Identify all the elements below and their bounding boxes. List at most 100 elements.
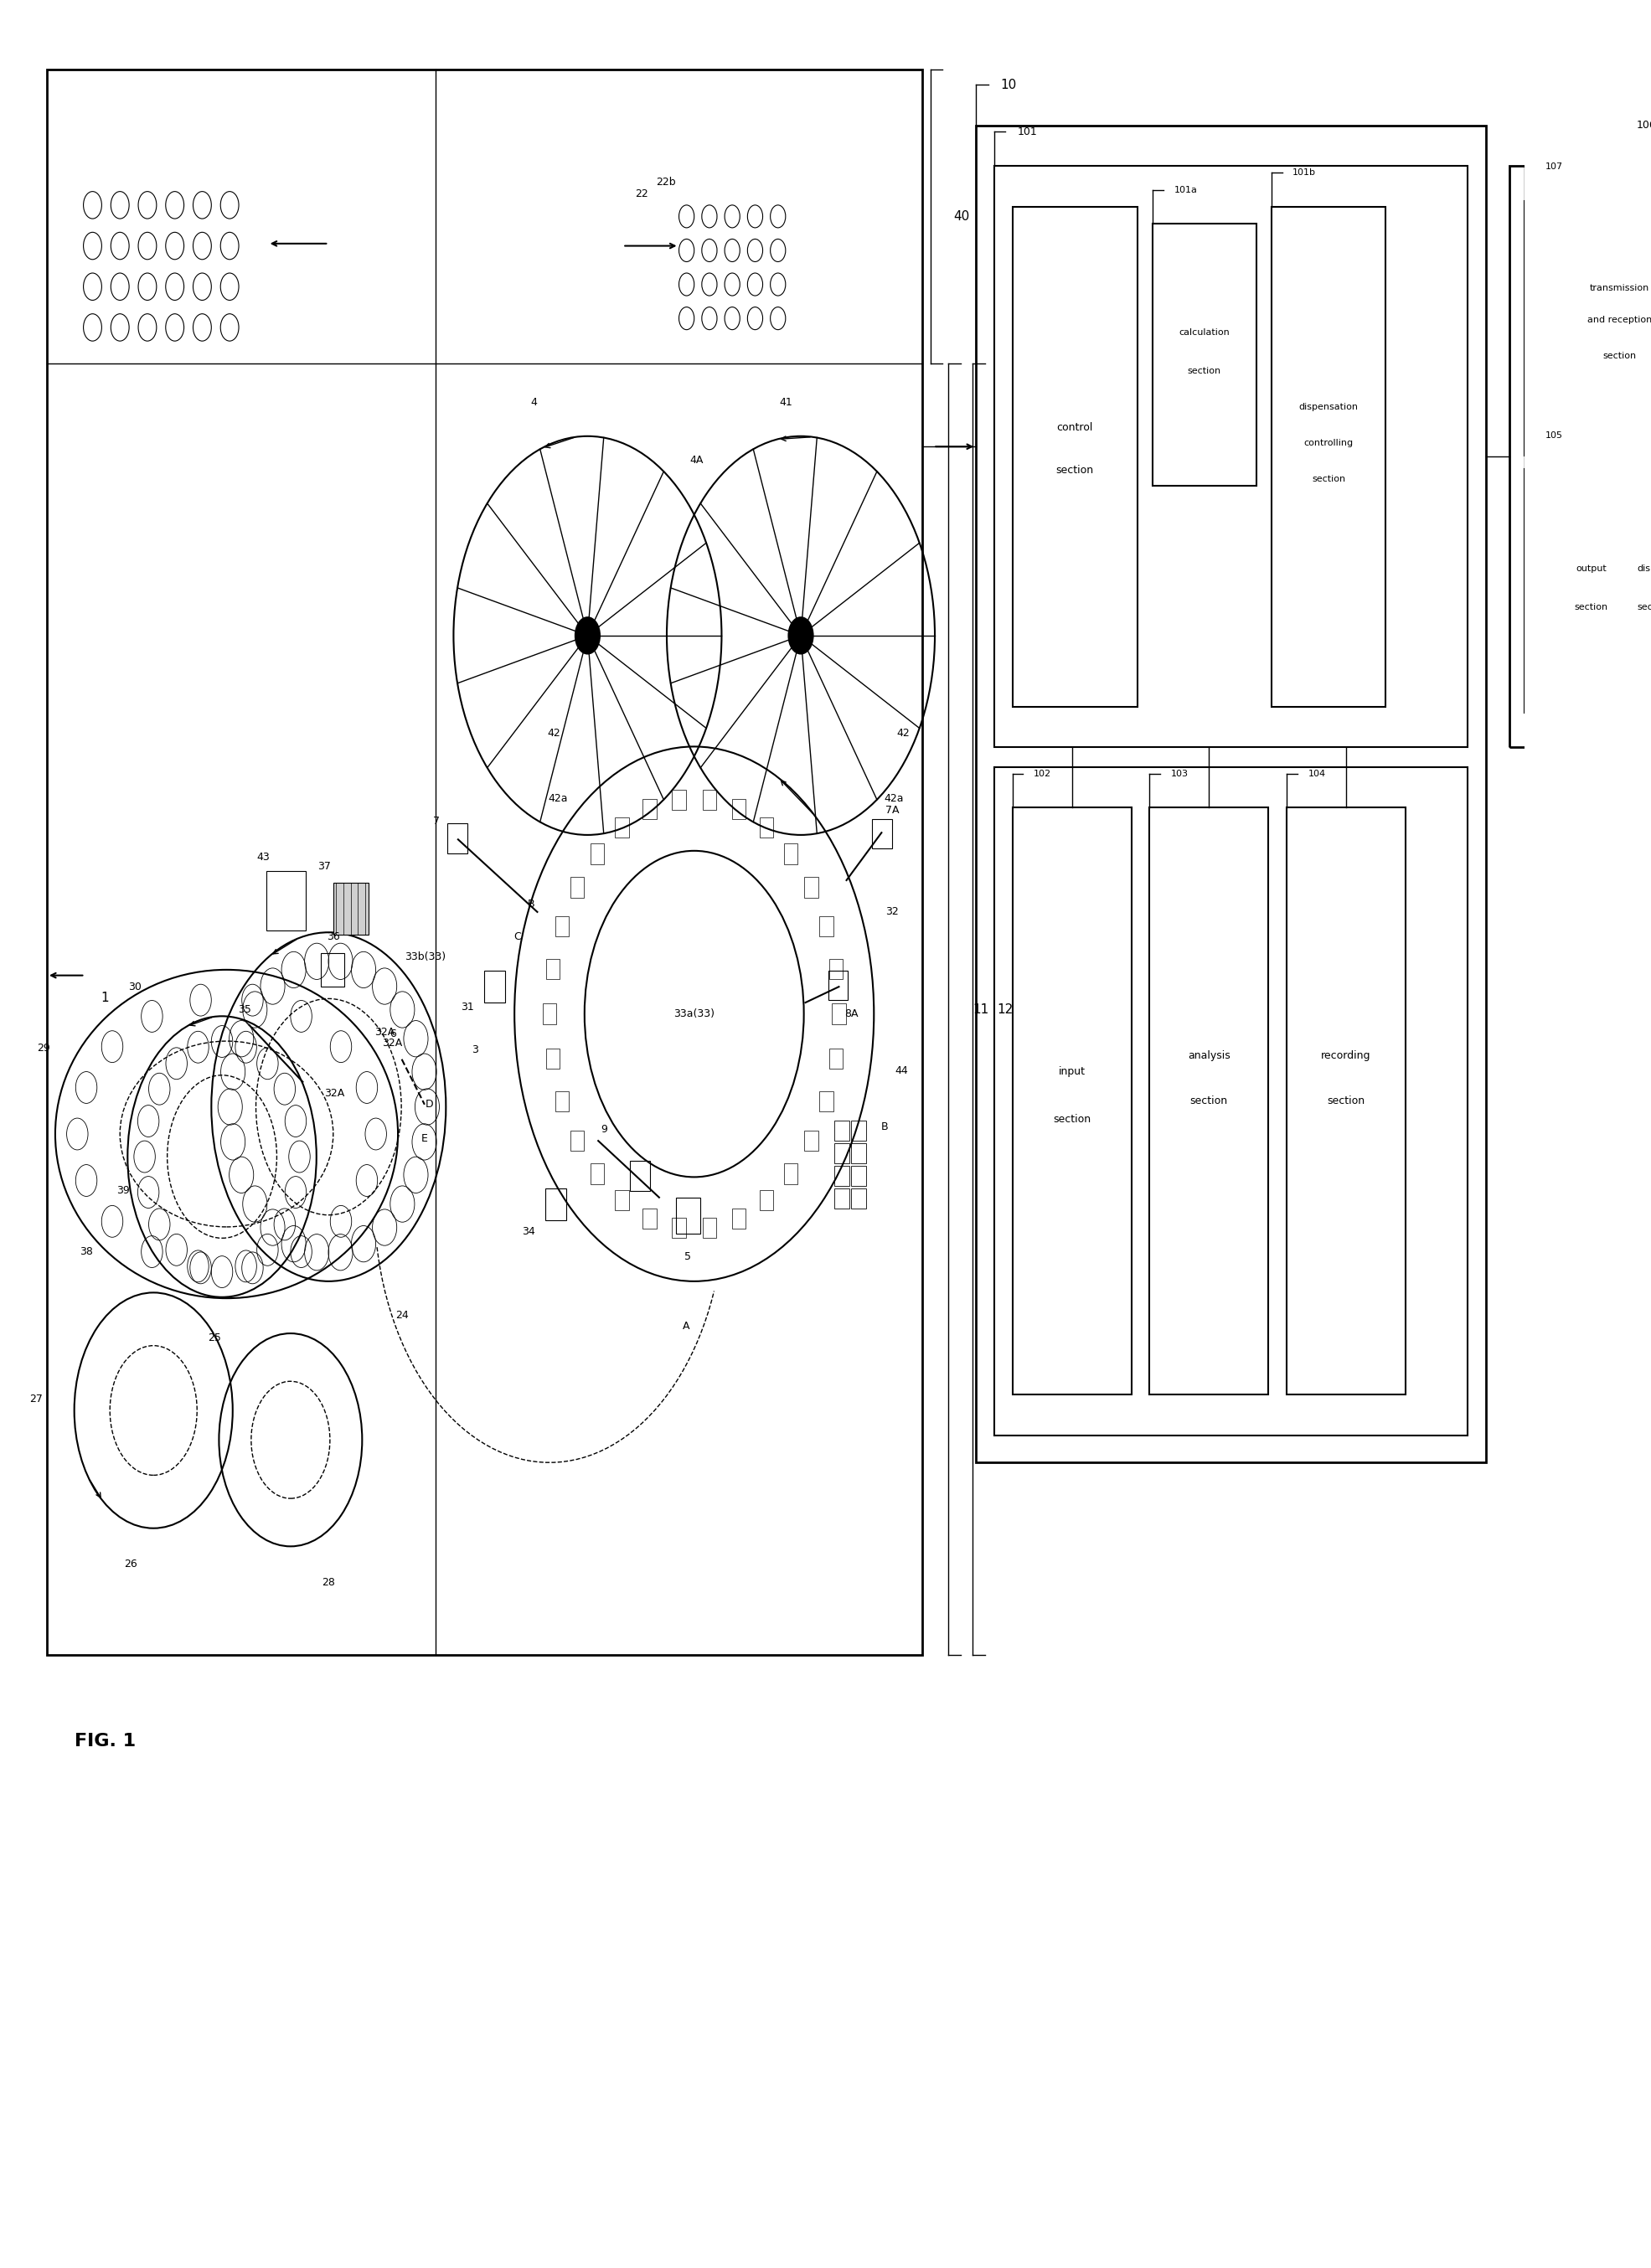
Bar — [334, 882, 368, 934]
Bar — [850, 1143, 867, 1163]
Text: 32: 32 — [885, 907, 898, 919]
Text: 36: 36 — [327, 932, 340, 941]
Bar — [994, 166, 1468, 748]
Text: section: section — [1327, 1095, 1365, 1107]
Text: 33a(33): 33a(33) — [674, 1009, 715, 1018]
Text: B: B — [527, 898, 535, 909]
Text: 107: 107 — [1545, 163, 1563, 170]
Bar — [642, 798, 657, 819]
Text: 9: 9 — [601, 1125, 608, 1134]
Bar — [731, 798, 746, 819]
Text: 24: 24 — [395, 1311, 408, 1320]
Text: 6: 6 — [390, 1030, 396, 1039]
Bar — [484, 971, 505, 1002]
Text: 34: 34 — [522, 1227, 535, 1236]
Bar — [784, 1163, 797, 1184]
Bar — [1605, 481, 1651, 703]
Text: 4: 4 — [532, 397, 538, 408]
Text: output: output — [1575, 565, 1606, 574]
Text: 22: 22 — [634, 188, 647, 200]
Text: 101: 101 — [1017, 127, 1037, 138]
Text: 1: 1 — [101, 991, 109, 1005]
Bar — [1012, 807, 1131, 1395]
Text: 106: 106 — [1636, 120, 1651, 132]
Bar — [834, 1143, 850, 1163]
Bar — [832, 1005, 845, 1025]
Bar — [1509, 166, 1651, 748]
Text: 7A: 7A — [885, 805, 900, 816]
Text: 10: 10 — [1001, 79, 1017, 91]
Bar — [731, 1209, 746, 1229]
Bar — [834, 1120, 850, 1141]
Text: control: control — [1057, 422, 1093, 433]
Text: dispensation: dispensation — [1299, 404, 1359, 411]
Bar — [266, 871, 305, 930]
Text: 26: 26 — [124, 1558, 137, 1569]
Text: calculation: calculation — [1179, 329, 1230, 336]
Bar — [570, 878, 584, 898]
Text: 39: 39 — [117, 1186, 130, 1195]
Text: 27: 27 — [30, 1393, 43, 1404]
Text: E: E — [421, 1134, 428, 1143]
Bar — [591, 1163, 604, 1184]
Text: controlling: controlling — [1304, 438, 1354, 447]
Text: 40: 40 — [953, 211, 969, 222]
Text: section: section — [1053, 1114, 1091, 1125]
Text: 25: 25 — [208, 1334, 221, 1343]
Bar — [631, 1161, 650, 1191]
Text: 28: 28 — [322, 1576, 335, 1588]
Bar — [819, 916, 834, 937]
Bar — [872, 819, 892, 848]
Bar — [1524, 202, 1651, 456]
Text: 7: 7 — [434, 816, 441, 828]
Text: 35: 35 — [238, 1005, 251, 1014]
Bar — [804, 878, 819, 898]
Text: 11: 11 — [972, 1002, 989, 1016]
Text: 3: 3 — [472, 1046, 479, 1055]
Text: 42a: 42a — [548, 794, 568, 805]
Text: 101a: 101a — [1174, 186, 1197, 195]
Text: 32A: 32A — [325, 1089, 345, 1098]
Text: and reception: and reception — [1587, 315, 1651, 324]
Text: 5: 5 — [685, 1252, 692, 1261]
Text: 29: 29 — [38, 1043, 51, 1052]
Bar — [850, 1120, 867, 1141]
Text: 43: 43 — [256, 853, 269, 864]
Text: analysis: analysis — [1187, 1050, 1230, 1061]
Bar — [545, 1188, 566, 1220]
Bar — [614, 816, 629, 837]
Text: input: input — [1058, 1066, 1085, 1077]
Bar — [784, 844, 797, 864]
Bar — [672, 1218, 685, 1238]
Text: B: B — [882, 1120, 888, 1132]
Text: D: D — [424, 1100, 433, 1109]
Text: section: section — [1187, 367, 1222, 374]
Circle shape — [789, 617, 812, 653]
Bar — [1149, 807, 1268, 1395]
Text: 41: 41 — [779, 397, 792, 408]
Text: section: section — [1603, 352, 1636, 361]
Text: 32A: 32A — [375, 1027, 395, 1036]
Bar — [759, 1191, 773, 1211]
Bar — [570, 1129, 584, 1150]
Text: A: A — [684, 1322, 690, 1331]
Text: 8A: 8A — [844, 1009, 859, 1018]
Bar — [591, 844, 604, 864]
Text: 42a: 42a — [883, 794, 903, 805]
Text: display: display — [1638, 565, 1651, 574]
Bar — [1271, 206, 1385, 708]
Text: 102: 102 — [1034, 769, 1052, 778]
Bar — [976, 125, 1486, 1463]
Text: section: section — [1190, 1095, 1228, 1107]
Text: 42: 42 — [896, 728, 910, 739]
Text: section: section — [1313, 474, 1346, 483]
Text: 38: 38 — [79, 1247, 92, 1256]
Bar — [829, 971, 849, 1000]
Bar — [642, 1209, 657, 1229]
Bar — [1152, 225, 1256, 485]
Text: 101b: 101b — [1293, 168, 1316, 177]
Text: section: section — [1573, 603, 1608, 612]
Text: 105: 105 — [1545, 431, 1563, 440]
Bar — [829, 959, 842, 980]
Text: 22b: 22b — [655, 177, 675, 188]
